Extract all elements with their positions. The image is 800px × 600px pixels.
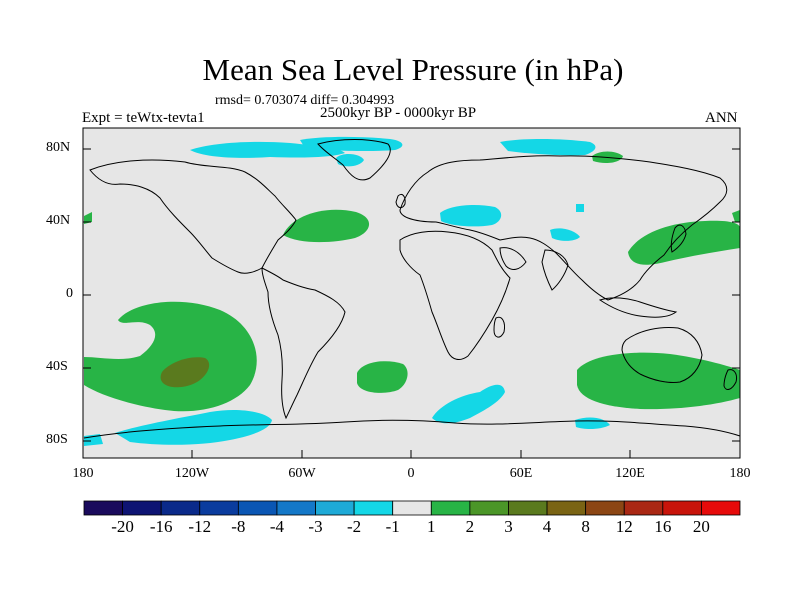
colorbar-swatch	[315, 500, 355, 516]
anomaly-region-small-patch	[576, 204, 584, 212]
colorbar-label: 8	[581, 517, 590, 536]
season-label: ANN	[705, 110, 738, 126]
colorbar-label: 12	[615, 517, 633, 536]
y-tick-40S: 40S	[46, 359, 68, 374]
colorbar-label: 1	[427, 517, 436, 536]
colorbar-swatch	[623, 500, 664, 516]
colorbar-label: 4	[542, 517, 552, 536]
colorbar-swatch	[392, 500, 432, 516]
coastlines	[83, 139, 741, 439]
colorbar-swatch	[701, 500, 741, 516]
anomaly-region-south-pacific-core	[160, 357, 210, 388]
y-tick-0: 0	[66, 286, 73, 301]
colorbar-swatch	[546, 500, 587, 516]
y-tick-80S: 80S	[46, 432, 68, 447]
x-tick-0: 0	[407, 466, 415, 481]
colorbar-label: -1	[385, 517, 400, 536]
colorbar-swatch	[160, 500, 201, 516]
anomaly-region-arctic-siberia	[500, 139, 596, 156]
anomaly-region-southern-ocean-atlantic	[432, 384, 505, 424]
x-tick-60W: 60W	[288, 466, 316, 481]
y-axis-ticks	[83, 148, 740, 442]
colorbar-label: -16	[149, 517, 173, 536]
colorbar-swatch	[430, 500, 471, 516]
colorbar-swatch	[508, 500, 548, 516]
colorbar-label: 20	[692, 517, 710, 536]
colorbar-label: -4	[269, 517, 285, 536]
colorbar-swatch	[469, 500, 509, 516]
anomaly-region-southwest-indian	[84, 212, 92, 224]
map-title: Mean Sea Level Pressure (in hPa)	[202, 52, 624, 87]
x-tick-120E: 120E	[615, 466, 645, 481]
x-tick-60E: 60E	[509, 466, 533, 481]
anomaly-region-south-pacific	[84, 301, 257, 412]
colorbar-swatch	[199, 500, 239, 516]
colorbar-label: 2	[465, 517, 475, 536]
colorbar-label: -2	[347, 517, 362, 536]
experiment-label: Expt = teWtx-tevta1	[82, 110, 205, 126]
anomaly-region-north-pacific	[628, 220, 740, 265]
colorbar-swatch	[276, 500, 316, 516]
period-text: 2500kyr BP - 0000kyr BP	[320, 105, 477, 121]
x-tick-180-east: 180	[729, 466, 751, 481]
anomaly-region-central-asia	[550, 228, 580, 241]
colorbar-label: 16	[654, 517, 672, 536]
colorbar-label: -3	[308, 517, 323, 536]
x-tick-180-west: 180	[72, 466, 94, 481]
colorbar-swatch	[585, 500, 625, 516]
colorbar-label: -20	[111, 517, 134, 536]
stats-text: rmsd= 0.703074 diff= 0.304993	[215, 93, 395, 108]
colorbar-label: 3	[504, 517, 513, 536]
x-tick-120W: 120W	[174, 466, 210, 481]
colorbar-label: -12	[188, 517, 212, 536]
anomaly-region-east-asia-coast	[732, 210, 740, 222]
colorbar-swatch	[353, 500, 394, 516]
y-tick-40N: 40N	[46, 213, 71, 228]
anomaly-region-labrador	[336, 154, 364, 167]
x-axis-ticks	[82, 450, 741, 458]
anomaly-region-mediterranean	[440, 205, 502, 227]
anomaly-region-arctic-north	[300, 136, 403, 152]
anomaly-region-south-atlantic	[357, 361, 408, 393]
colorbar-swatch	[662, 500, 702, 516]
anomaly-region-north-atlantic	[283, 209, 370, 243]
colorbar-swatch	[237, 500, 278, 516]
y-tick-80N: 80N	[46, 140, 71, 155]
colorbar-label: -8	[231, 517, 246, 536]
colorbar-swatch	[83, 500, 123, 516]
colorbar-swatch	[122, 500, 162, 516]
